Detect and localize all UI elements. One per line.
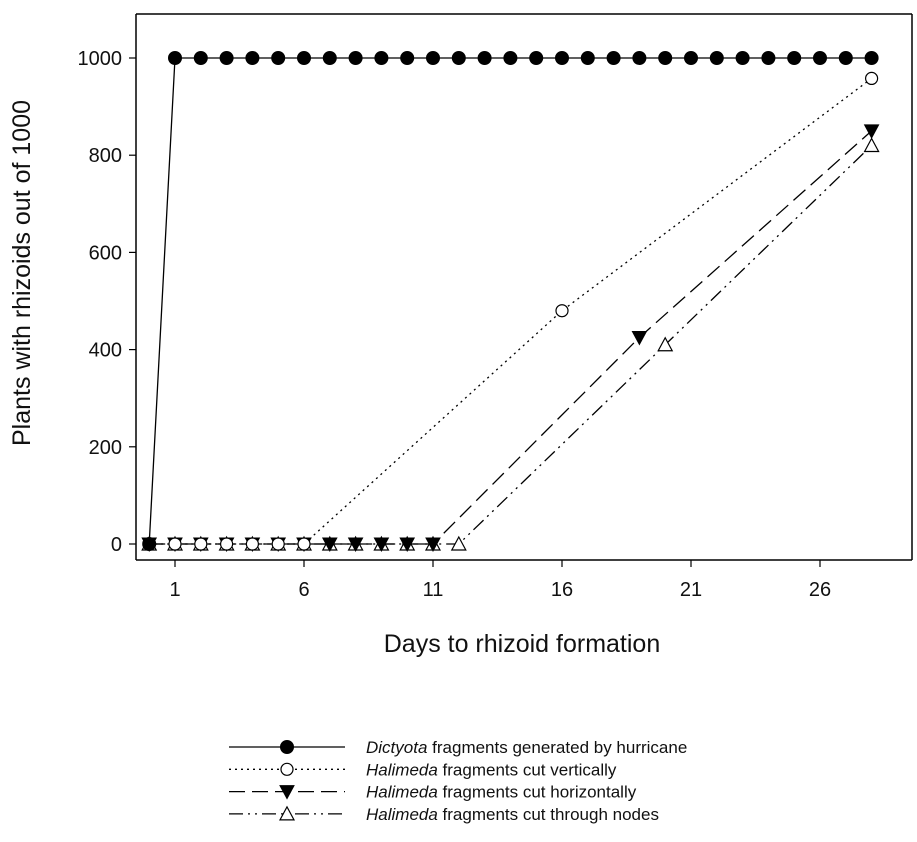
data-point [400, 51, 415, 65]
x-tick-label: 26 [809, 579, 831, 601]
data-point [450, 535, 467, 551]
data-point [657, 336, 674, 352]
data-point [632, 51, 647, 65]
legend-item: Dictyota fragments generated by hurrican… [229, 738, 687, 757]
data-point [631, 330, 648, 346]
x-tick-label: 6 [298, 579, 309, 601]
data-point [606, 51, 621, 65]
data-point [348, 51, 363, 65]
x-tick-label: 1 [169, 579, 180, 601]
data-point [761, 51, 776, 65]
y-tick-label: 200 [89, 437, 122, 459]
legend-label: Halimeda fragments cut through nodes [366, 805, 659, 824]
data-point [245, 537, 259, 551]
data-point [503, 51, 518, 65]
legend-marker [280, 762, 294, 776]
data-point [813, 51, 827, 65]
y-tick-label: 400 [89, 340, 122, 362]
data-point [219, 51, 234, 65]
x-tick-label: 21 [680, 579, 702, 601]
data-point [709, 51, 724, 65]
data-point [863, 124, 880, 139]
data-point [271, 51, 286, 65]
data-point [580, 51, 595, 65]
data-point [425, 537, 441, 553]
legend-marker [280, 740, 294, 754]
data-point [838, 51, 853, 65]
legend-item: Halimeda fragments cut through nodes [229, 805, 659, 824]
data-point [297, 51, 311, 65]
legend: Dictyota fragments generated by hurrican… [229, 738, 687, 824]
data-point [529, 51, 544, 65]
data-point [477, 51, 492, 65]
data-point [142, 537, 157, 551]
data-point [322, 51, 337, 65]
data-point [787, 51, 802, 65]
y-tick-label: 0 [111, 534, 122, 556]
data-point [168, 51, 182, 65]
data-point [863, 137, 880, 153]
data-point [426, 51, 440, 65]
data-point [374, 51, 389, 65]
legend-marker [279, 785, 295, 800]
y-tick-label: 800 [89, 145, 122, 167]
data-point [864, 51, 879, 65]
data-point [194, 537, 208, 551]
data-point [864, 71, 879, 86]
data-point [658, 51, 673, 65]
legend-item: Halimeda fragments cut horizontally [229, 783, 637, 802]
x-tick-label: 16 [551, 579, 573, 601]
y-axis-title: Plants with rhizoids out of 1000 [8, 100, 36, 446]
series-layer [141, 51, 880, 553]
data-point [347, 537, 364, 553]
data-point [555, 51, 569, 65]
data-point [297, 537, 311, 551]
data-point [168, 537, 182, 551]
data-point [684, 51, 698, 65]
y-ticks: 0 200 400 600 800 1000 [78, 48, 136, 556]
y-tick-label: 600 [89, 242, 122, 264]
x-ticks: 1 6 11 16 21 26 [169, 560, 831, 601]
data-point [321, 537, 338, 553]
data-point [373, 537, 390, 553]
data-point [735, 51, 750, 65]
x-axis-title: Days to rhizoid formation [384, 630, 661, 658]
legend-label: Dictyota fragments generated by hurrican… [366, 738, 687, 757]
data-point [451, 51, 466, 65]
data-point [555, 304, 569, 318]
y-tick-label: 1000 [78, 48, 123, 70]
x-tick-label: 11 [423, 579, 444, 601]
legend-item: Halimeda fragments cut vertically [229, 760, 617, 779]
data-point [245, 51, 260, 65]
data-point [193, 51, 208, 65]
legend-marker [278, 805, 296, 821]
data-point [399, 537, 416, 553]
legend-label: Halimeda fragments cut horizontally [366, 783, 637, 802]
data-point [220, 537, 234, 551]
legend-label: Halimeda fragments cut vertically [366, 760, 617, 779]
data-point [271, 537, 285, 551]
series-solid [142, 51, 879, 551]
